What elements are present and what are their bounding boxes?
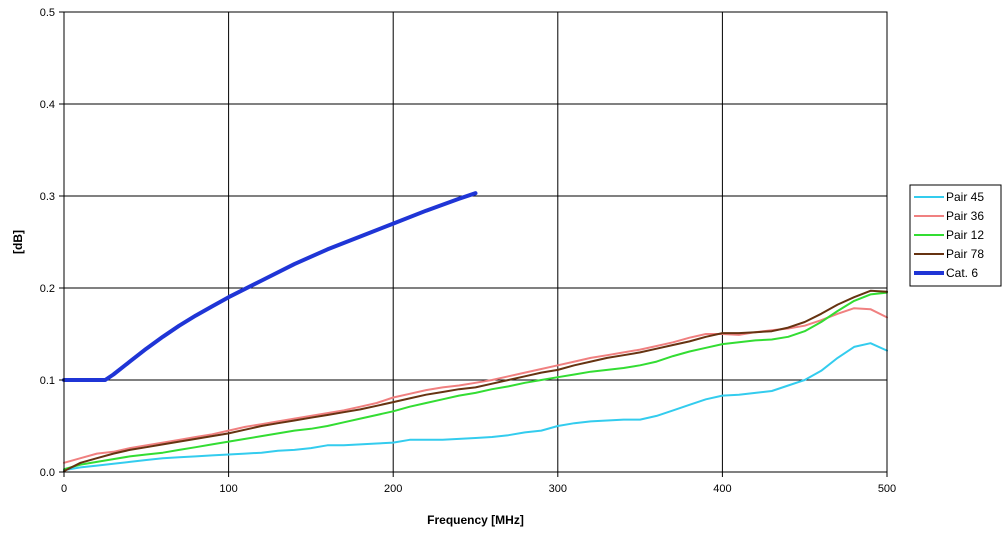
x-tick-label: 0 <box>61 483 67 495</box>
legend-label: Pair 12 <box>946 228 984 242</box>
x-tick-label: 300 <box>549 483 567 495</box>
y-tick-label: 0.3 <box>40 191 55 203</box>
x-axis-ticks: 0 100 200 300 400 500 <box>61 472 896 495</box>
y-tick-label: 0.2 <box>40 283 55 295</box>
plot-area-border <box>63 11 888 473</box>
series-line-pair-12 <box>63 291 888 471</box>
x-axis-title: Frequency [MHz] <box>427 513 524 527</box>
y-axis-ticks: 0.0 0.1 0.2 0.3 0.4 0.5 <box>40 7 64 479</box>
x-tick-label: 200 <box>384 483 402 495</box>
series-line-pair-78 <box>63 289 888 473</box>
legend-label: Pair 78 <box>946 247 984 261</box>
series-line-pair-45 <box>63 342 888 472</box>
y-tick-label: 0.4 <box>40 99 55 111</box>
legend: Pair 45 Pair 36 Pair 12 Pair 78 Cat. 6 <box>909 184 1002 287</box>
grid <box>64 12 887 472</box>
plot-frame <box>63 11 888 473</box>
legend-label: Pair 45 <box>946 190 984 204</box>
x-tick-label: 500 <box>878 483 896 495</box>
x-tick-label: 100 <box>219 483 237 495</box>
y-tick-label: 0.1 <box>40 375 55 387</box>
series-lines <box>62 191 888 473</box>
y-axis-title: [dB] <box>11 230 25 254</box>
series-line-cat-6 <box>62 191 478 382</box>
legend-label: Pair 36 <box>946 209 984 223</box>
legend-label: Cat. 6 <box>946 266 978 280</box>
y-tick-label: 0.5 <box>40 7 55 19</box>
y-tick-label: 0.0 <box>40 467 55 479</box>
x-tick-label: 400 <box>713 483 731 495</box>
